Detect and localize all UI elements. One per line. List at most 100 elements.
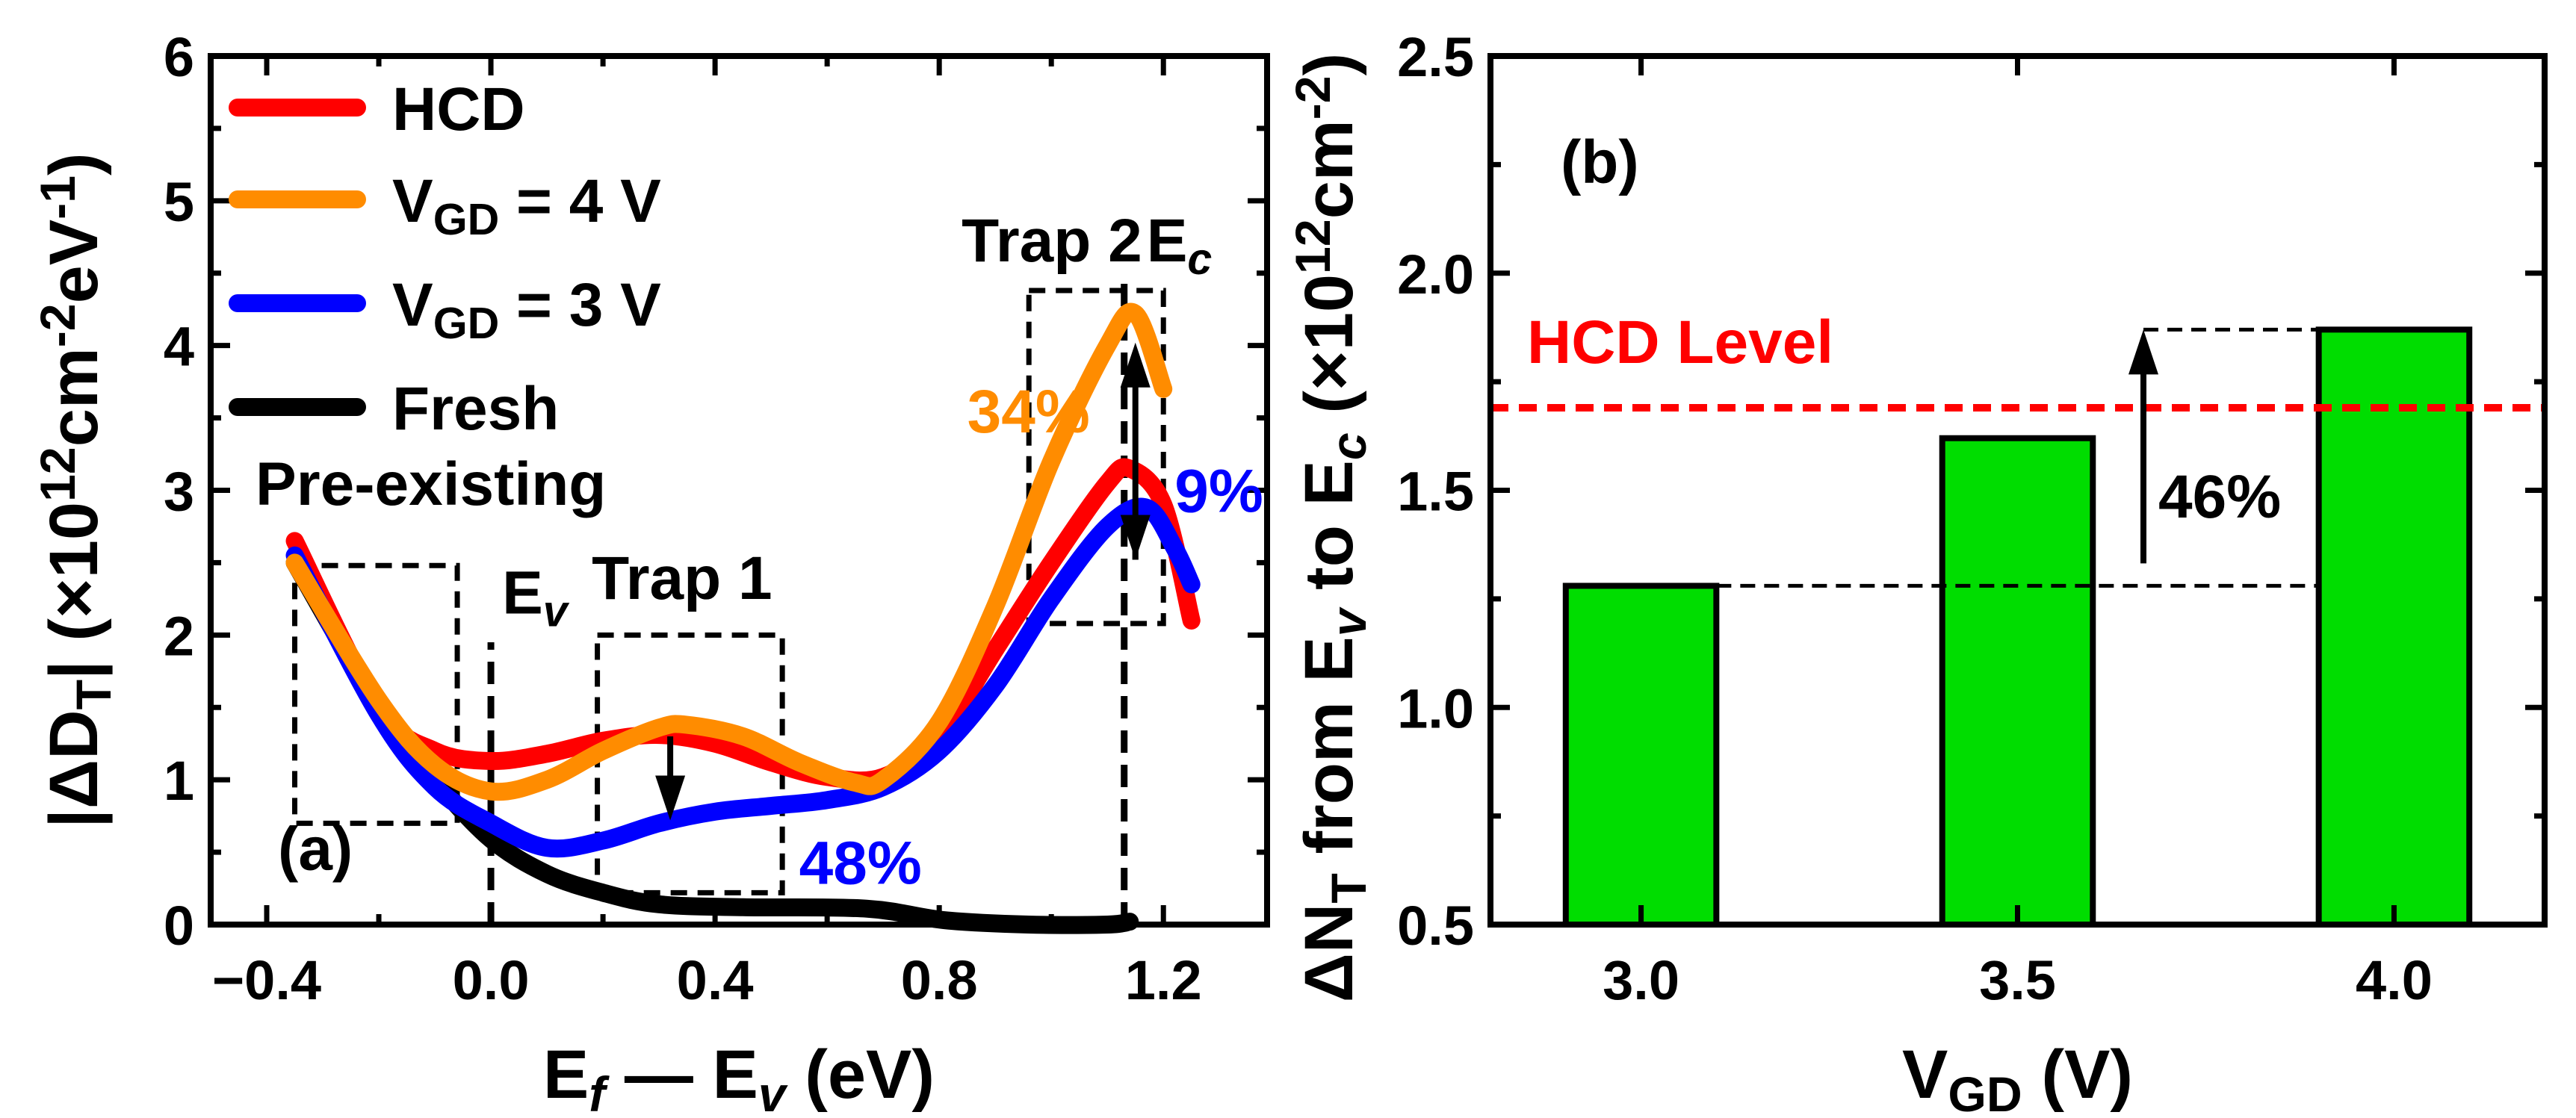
- series-line-vgd-3-v: [285, 497, 1201, 858]
- legend-label-part: = 3 V: [499, 271, 661, 339]
- x-tick-label: 3.5: [1979, 949, 2056, 1011]
- pct-34-part: 34%: [967, 378, 1090, 446]
- series-line-vgd-4-v: [285, 302, 1173, 801]
- y-axis-label-part: ): [1291, 53, 1367, 76]
- y-axis-label-part: 12: [1286, 219, 1341, 274]
- y-tick-label: 1: [164, 750, 194, 812]
- y-tick-label: 0.5: [1397, 895, 1474, 957]
- legend-item: VGD = 4 V: [229, 167, 661, 244]
- y-axis-label-part: cm: [36, 347, 112, 447]
- x-axis-label-part: GD: [1948, 1067, 2022, 1118]
- x-axis-label: Ef — Ev (eV): [543, 1037, 935, 1118]
- y-axis-label-part: -2: [1286, 75, 1341, 119]
- y-tick-label: 0: [164, 895, 194, 957]
- x-tick-label: 3.0: [1603, 949, 1679, 1011]
- y-tick-label: 1.5: [1397, 461, 1474, 523]
- trap2-change-arrow: [1120, 342, 1151, 560]
- y-axis-label-part: ): [36, 152, 112, 176]
- x-axis-label-part: v: [758, 1067, 788, 1118]
- trap1-label: Trap 1: [592, 544, 773, 612]
- x-tick-label: 1.2: [1125, 949, 1202, 1011]
- ec-label: Ec: [1147, 207, 1213, 284]
- trap-2-box: [1026, 288, 1166, 627]
- panel-a: (a): [278, 815, 353, 883]
- y-axis-label-part: v: [1322, 606, 1377, 636]
- pct-48-part: 48%: [799, 830, 922, 898]
- pct-48: 48%: [799, 830, 922, 898]
- y-tick-label: 2.0: [1397, 243, 1474, 305]
- x-axis-label-part: (V): [2022, 1037, 2133, 1113]
- legend-label: VGD = 3 V: [392, 271, 661, 348]
- x-axis-label-part: — E: [605, 1037, 758, 1113]
- increase-percent-label: 46%: [2158, 463, 2281, 531]
- trap-1-box: [595, 632, 785, 895]
- legend-label-part: GD: [433, 195, 500, 244]
- legend-item: HCD: [229, 75, 525, 143]
- y-tick-label: 6: [164, 26, 194, 88]
- x-axis-label: VGD (V): [1902, 1037, 2133, 1118]
- y-axis-label-part: -2: [31, 303, 86, 347]
- increase-arrow-head: [2128, 329, 2158, 375]
- pre-existing-label: Pre-existing: [256, 450, 606, 518]
- y-axis-label-part: T: [1322, 873, 1377, 903]
- x-tick-label: 0.8: [901, 949, 978, 1011]
- legend-label: Fresh: [392, 375, 559, 443]
- arrow-head: [655, 775, 686, 821]
- y-axis-label-part: |ΔD: [36, 709, 113, 827]
- pre-existing-box: [292, 562, 460, 826]
- pct-9-part: 9%: [1174, 458, 1263, 526]
- pct-9: 9%: [1174, 458, 1263, 526]
- y-axis-label: ΔNT from Ev to Ec (×1012cm-2): [1286, 53, 1377, 1002]
- trap2-label-part: Trap 2: [962, 207, 1142, 275]
- trap2-label: Trap 2: [962, 207, 1142, 275]
- x-axis-label-part: E: [543, 1037, 589, 1113]
- arrow-head: [1120, 515, 1151, 560]
- x-tick-label: −0.4: [212, 949, 321, 1011]
- y-axis-label-part: | (×10: [36, 502, 113, 680]
- bar-3.5: [1939, 435, 2096, 928]
- legend-label-part: Fresh: [392, 375, 559, 443]
- pct-34: 34%: [967, 378, 1090, 446]
- bar-3.0: [1562, 583, 1720, 928]
- legend-label-part: V: [392, 167, 433, 235]
- ec-label-part: c: [1187, 235, 1212, 284]
- hcd-level-label: HCD Level: [1527, 308, 1833, 376]
- y-tick-label: 1.0: [1397, 677, 1474, 739]
- legend-label-part: HCD: [392, 75, 525, 143]
- y-tick-label: 5: [164, 171, 194, 233]
- y-axis-label-part: from E: [1291, 636, 1367, 873]
- trap1-decrease-arrow: [655, 736, 686, 821]
- legend-item: Fresh: [229, 375, 559, 443]
- legend-label-part: V: [392, 271, 433, 339]
- ev-label: Ev: [502, 559, 570, 636]
- panel-b-chart: HCD Level 46% 3.0 3.5 4.0 0.5 1.0 1.5 2.0 2.5 (b) V…: [1286, 26, 2548, 1118]
- ev-label-part: E: [502, 559, 543, 627]
- x-tick-label: 0.0: [453, 949, 530, 1011]
- y-tick-label: 3: [164, 461, 194, 523]
- x-axis-label-part: (eV): [786, 1037, 935, 1113]
- y-axis-label-part: cm: [1291, 119, 1367, 219]
- bar-4.0: [2315, 326, 2473, 928]
- pre-existing-label-part: Pre-existing: [256, 450, 606, 518]
- panel-a-chart: −0.4 0.0 0.4 0.8 1.2 0 12 3 4 5 6 Ef — Ev (eV) |ΔDT|…: [31, 26, 1270, 1118]
- trap1-label-part: Trap 1: [592, 544, 773, 612]
- y-axis-label-part: -1: [31, 176, 86, 220]
- y-tick-label: 4: [164, 316, 194, 378]
- y-tick-label: 2.5: [1397, 26, 1474, 88]
- panel-a-part: (a): [278, 815, 353, 883]
- x-tick-label: 0.4: [677, 949, 754, 1011]
- y-axis-label-part: eV: [36, 220, 112, 304]
- y-axis-label-part: T: [66, 680, 122, 709]
- y-axis-label-part: (×10: [1291, 274, 1367, 432]
- y-axis-label-part: to E: [1291, 460, 1367, 609]
- arrow-head: [1120, 342, 1151, 388]
- x-tick-label: 4.0: [2356, 949, 2433, 1011]
- legend-item: VGD = 3 V: [229, 271, 661, 348]
- legend-label-part: = 4 V: [499, 167, 661, 235]
- x-axis-label-part: V: [1902, 1037, 1948, 1113]
- panel-b-label: (b): [1561, 128, 1639, 196]
- legend-label-part: GD: [433, 299, 500, 348]
- y-axis-label-part: ΔN: [1291, 904, 1367, 1003]
- y-axis-label-part: 12: [31, 447, 86, 502]
